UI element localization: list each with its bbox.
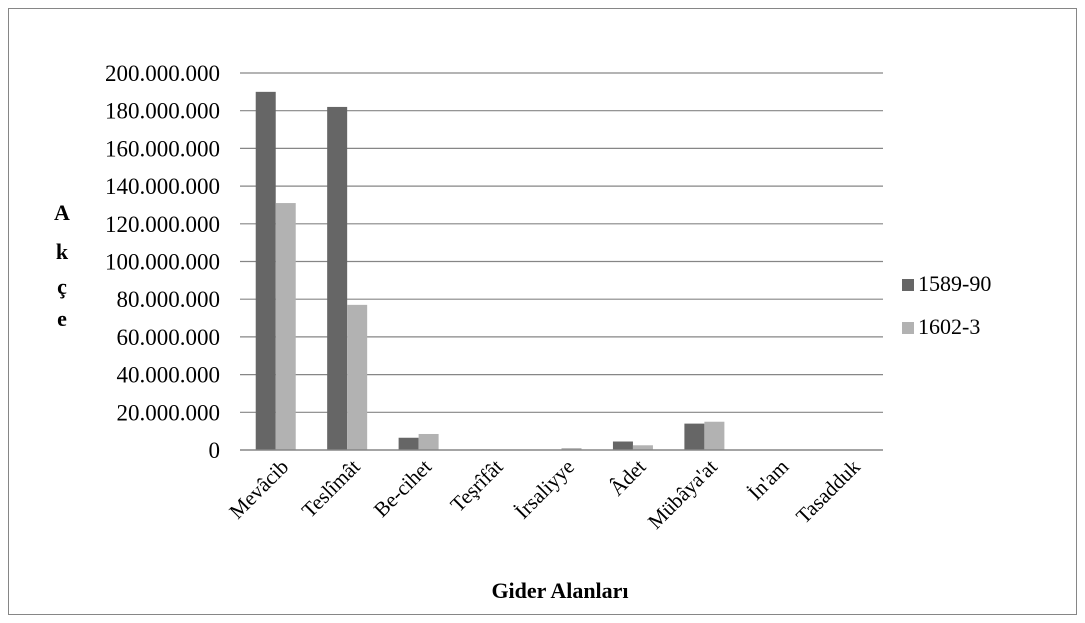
bar-1589-90-1 <box>327 106 348 451</box>
bar-1589-90-2 <box>398 437 419 450</box>
y-tick-label: 160.000.000 <box>105 136 220 161</box>
y-tick-label: 140.000.000 <box>105 174 220 199</box>
x-axis-categories: Mevâcib Teslîmât Be-cihet Teşrîfât İrsaliyye… <box>224 454 865 533</box>
legend-label: 1589-90 <box>918 271 991 296</box>
bar-1589-90-6 <box>684 423 705 450</box>
bar-1602-3-1 <box>347 304 368 450</box>
x-category-label: Mevâcib <box>224 455 293 524</box>
x-category-label: İn'am <box>743 455 793 505</box>
x-category-label: Âdet <box>605 454 651 500</box>
y-axis-label-letter: e <box>57 306 67 331</box>
x-category-label: Teşrîfât <box>445 454 507 516</box>
x-category-label: İrsaliyye <box>510 455 579 524</box>
y-tick-label: 180.000.000 <box>105 99 220 124</box>
chart-frame <box>8 8 1077 615</box>
x-category-label: Mübâya'at <box>643 454 722 533</box>
bar-1589-90-0 <box>255 91 276 450</box>
bar-1602-3-6 <box>704 421 725 450</box>
y-tick-label: 40.000.000 <box>117 363 221 388</box>
bar-1602-3-5 <box>632 445 653 450</box>
x-category-label: Tasadduk <box>791 454 865 528</box>
legend-swatch <box>902 322 914 334</box>
y-tick-label: 60.000.000 <box>117 325 221 350</box>
legend-swatch <box>902 279 914 291</box>
x-category-label: Teslîmât <box>297 454 365 522</box>
legend-label: 1602-3 <box>918 314 980 339</box>
y-tick-label: 120.000.000 <box>105 212 220 237</box>
bar-1602-3-0 <box>275 203 296 450</box>
bar-1589-90-5 <box>612 441 633 450</box>
bar-1602-3-4 <box>561 448 582 450</box>
y-axis-ticks: 0 20.000.000 40.000.000 60.000.000 80.000.00… <box>105 61 220 463</box>
bar-1602-3-2 <box>418 433 439 450</box>
y-tick-label: 100.000.000 <box>105 250 220 275</box>
y-tick-label: 80.000.000 <box>117 287 221 312</box>
y-axis-label-letter: A <box>54 200 70 225</box>
x-category-label: Be-cihet <box>369 454 436 521</box>
y-tick-label: 200.000.000 <box>105 61 220 86</box>
legend: 1589-90 1602-3 <box>902 271 991 339</box>
y-axis-label-letter: ç <box>57 274 67 299</box>
x-axis-title: Gider Alanları <box>491 578 628 603</box>
y-tick-label: 20.000.000 <box>117 400 221 425</box>
bars <box>255 91 725 451</box>
y-tick-label: 0 <box>209 438 221 463</box>
y-axis-label-letter: k <box>56 239 69 264</box>
